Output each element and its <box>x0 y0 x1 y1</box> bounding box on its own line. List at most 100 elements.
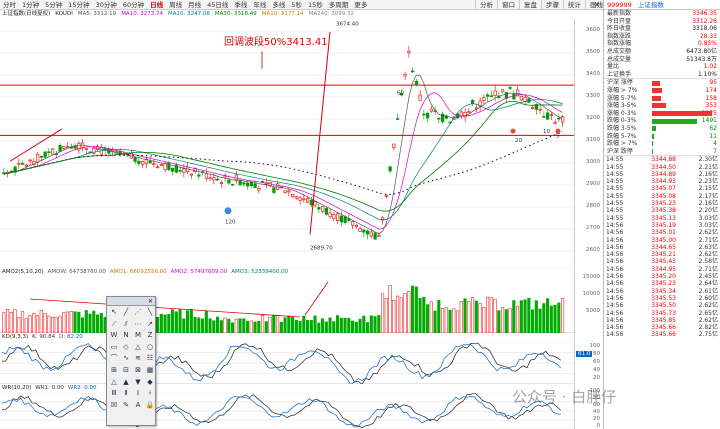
down-mark-icon[interactable]: ▼ <box>135 377 141 386</box>
timeframe-12[interactable]: 多线 <box>272 0 286 9</box>
toolbar-item-1[interactable]: 窗口 <box>497 0 519 10</box>
volume-panel[interactable] <box>0 277 574 334</box>
tick-row[interactable]: 14:55 3344.88 2.30亿 <box>604 156 720 163</box>
tick-volume: 2.17亿 <box>698 192 718 200</box>
triangle-icon[interactable]: △ <box>135 342 141 351</box>
diamond-mark-icon[interactable]: ◆ <box>147 377 153 386</box>
tick-row[interactable]: 14:56 3344.95 2.71亿 <box>604 266 720 273</box>
tick-row[interactable]: 14:56 3345.66 2.75亿 <box>604 331 720 338</box>
lock-icon[interactable]: 🔒 <box>145 400 155 409</box>
candlestick-chart[interactable]: 回调波段50%3413.41 3674.40 2689.70 60 120 20 10 5 <box>0 19 574 269</box>
timeframe-8[interactable]: 月线 <box>188 0 202 9</box>
delete-icon[interactable]: ☒ <box>110 400 118 409</box>
timeframe-7[interactable]: 周线 <box>169 0 183 9</box>
kdj-panel[interactable] <box>0 341 574 385</box>
toolbar-item-0[interactable]: 分析 <box>475 0 497 10</box>
arrow-icon[interactable]: ↗ <box>147 319 153 328</box>
tick-row[interactable]: 14:56 3345.01 2.62亿 <box>604 229 720 236</box>
timeframe-4[interactable]: 30分钟 <box>95 0 117 9</box>
up-mark-icon[interactable]: ▲ <box>123 377 129 386</box>
tick-row[interactable]: 14:56 3345.00 2.71亿 <box>604 237 720 244</box>
timeframe-14[interactable]: 15秒 <box>308 0 323 9</box>
close-icon[interactable]: ✕ <box>594 1 600 9</box>
pencil-icon[interactable]: ✎ <box>123 400 129 409</box>
tick-row[interactable]: 14:56 3345.53 2.60亿 <box>604 295 720 302</box>
timeframe-0[interactable]: 分时 <box>3 0 16 9</box>
tick-volume: 2.82亿 <box>698 324 718 332</box>
tick-row[interactable]: 14:56 3345.85 2.62亿 <box>604 317 720 324</box>
candle <box>519 95 523 102</box>
bars3-icon[interactable]: Ⅲ <box>111 389 117 398</box>
timeframe-13[interactable]: 5秒 <box>291 0 303 9</box>
tick-row[interactable]: 14:55 3345.23 2.16亿 <box>604 200 720 207</box>
tick-row[interactable]: 14:55 3345.08 2.17亿 <box>604 193 720 200</box>
n-pattern-icon[interactable]: N <box>123 331 129 340</box>
z-pattern-icon[interactable]: Z <box>147 331 153 340</box>
bars2-icon[interactable]: Ⅱ <box>124 389 128 398</box>
arc-icon[interactable]: ⌒ <box>110 354 118 363</box>
cursor-icon[interactable]: ↖ <box>111 308 117 316</box>
m-pattern-icon[interactable]: M <box>134 331 142 340</box>
tick-row[interactable]: 14:55 3344.50 2.21亿 <box>604 164 720 171</box>
index-name[interactable]: 上证指数 <box>637 1 664 9</box>
table-icon[interactable]: ▦ <box>146 365 154 374</box>
tick-row[interactable]: 14:55 3344.93 2.23亿 <box>604 178 720 185</box>
tick-row[interactable]: 14:56 3345.21 2.62亿 <box>604 251 720 258</box>
timeframe-2[interactable]: 5分钟 <box>45 0 63 9</box>
toolbox-header[interactable]: ✕ <box>107 297 155 306</box>
w-pattern-icon[interactable]: W <box>110 331 118 340</box>
tick-row[interactable]: 14:55 3345.38 2.20亿 <box>604 207 720 214</box>
tick-row[interactable]: 14:56 3345.23 2.64亿 <box>604 280 720 287</box>
tick-row[interactable]: 14:56 3344.65 2.63亿 <box>604 244 720 251</box>
line-icon[interactable]: ╱ <box>123 308 129 316</box>
tick-row[interactable]: 14:56 3345.43 2.58亿 <box>604 258 720 265</box>
price-chart[interactable]: 回调波段50%3413.41 3674.40 2689.70 60 120 20 10 5 <box>0 19 574 269</box>
tick-list[interactable]: 14:55 3344.88 2.30亿 14:55 3344.50 2.21亿 14:55 3… <box>604 155 720 338</box>
text-icon[interactable]: A <box>135 400 141 409</box>
timeframe-5[interactable]: 60分钟 <box>122 0 145 9</box>
close-icon[interactable]: ✕ <box>147 298 153 305</box>
rect-icon[interactable]: ▭ <box>110 342 118 351</box>
timeframe-9[interactable]: 45日线 <box>207 0 229 9</box>
tick-row[interactable]: 14:55 3345.07 2.15亿 <box>604 185 720 192</box>
trendline-icon[interactable]: ⟋ <box>111 319 117 328</box>
toolbar-item-3[interactable]: 步骤 <box>541 0 563 10</box>
fib-icon[interactable]: ≋ <box>135 354 141 363</box>
tick-row[interactable]: 14:56 3345.34 2.61亿 <box>604 288 720 295</box>
volume-bar <box>452 308 456 334</box>
timeframe-6[interactable]: 日线 <box>150 0 164 9</box>
bar1-icon[interactable]: Ⅰ <box>136 389 140 398</box>
cycle-icon[interactable]: ⟊ <box>149 389 151 398</box>
tick-row[interactable]: 14:56 3345.19 3.03亿 <box>604 222 720 229</box>
timeframe-11[interactable]: 年线 <box>253 0 267 9</box>
tick-row[interactable]: 14:56 3345.73 2.65亿 <box>604 310 720 317</box>
tick-row[interactable]: 14:55 3344.89 2.16亿 <box>604 171 720 178</box>
timeframe-1[interactable]: 1分钟 <box>22 0 40 9</box>
wr-panel[interactable] <box>0 392 574 429</box>
timeframe-10[interactable]: 季线 <box>234 0 248 9</box>
volume-bar <box>478 303 482 334</box>
toolbar-item-5[interactable]: 画线 <box>585 0 607 10</box>
timeframe-15[interactable]: 多周期 <box>328 0 349 9</box>
grid-icon[interactable]: ⊞ <box>111 365 117 374</box>
circle-icon[interactable]: ○ <box>146 342 154 351</box>
toolbar-item-4[interactable]: 统计 <box>563 0 585 10</box>
dotted-icon[interactable]: ⋯ <box>134 319 142 328</box>
timeframe-3[interactable]: 15分钟 <box>68 0 90 9</box>
xbox-icon[interactable]: ⊠ <box>135 365 141 374</box>
toolbar-item-2[interactable]: 复盘 <box>519 0 541 10</box>
parallel-icon[interactable]: ⫽ <box>124 319 128 328</box>
tick-row[interactable]: 14:55 3345.13 3.03亿 <box>604 215 720 222</box>
timeframe-16[interactable]: 更多 <box>354 0 368 9</box>
wave-icon[interactable]: ∿ <box>123 354 129 363</box>
box-icon[interactable]: ⊟ <box>123 365 129 374</box>
gann-icon[interactable]: ☷ <box>146 354 154 363</box>
tick-row[interactable]: 14:56 3345.50 2.62亿 <box>604 302 720 309</box>
ray-icon[interactable]: ⋰ <box>134 308 142 316</box>
up-triangle-icon[interactable]: △ <box>111 377 117 386</box>
drawing-toolbox[interactable]: ✕ ↖ ╱ ⋰ ╲ ⟋ ⫽ ⋯ ↗ W N M Z ▭ ◇ △ ○ ⌒ ∿ ≋ ☷ ⊞ ⊟ ⊠ ▦ △ ▲ ▼ ◆ Ⅲ Ⅱ Ⅰ ⟊ ☒ ✎ A 🔒 <box>106 296 156 426</box>
segment-icon[interactable]: ╲ <box>147 308 153 316</box>
tick-row[interactable]: 14:56 3345.20 2.45亿 <box>604 273 720 280</box>
diamond-icon[interactable]: ◇ <box>123 342 129 351</box>
tick-row[interactable]: 14:56 3345.66 2.82亿 <box>604 324 720 331</box>
